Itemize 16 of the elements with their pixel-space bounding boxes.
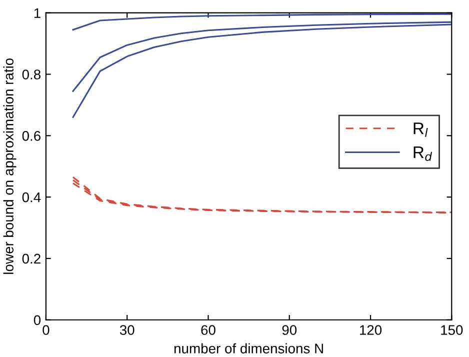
x-tick-label: 120 — [360, 325, 382, 335]
y-tick-label: 0.4 — [22, 192, 41, 202]
y-tick-label: 0 — [34, 315, 41, 326]
x-tick-label: 0 — [42, 325, 50, 335]
x-axis-title: number of dimensions N — [174, 343, 323, 354]
y-axis-title: lower bound on approximation ratio — [3, 58, 16, 274]
y-tick-label: 0.8 — [22, 70, 40, 80]
x-tick-label: 90 — [282, 325, 297, 335]
x-tick-label: 30 — [120, 325, 134, 335]
x-tick-label: 150 — [441, 325, 463, 335]
y-tick-label: 0.2 — [22, 254, 40, 264]
legend-label: R$_{d}$ — [414, 146, 432, 161]
legend-label: R$_{l}$ — [414, 122, 428, 137]
y-tick-label: 0.6 — [22, 130, 40, 141]
x-tick-label: 60 — [201, 325, 216, 335]
y-tick-label: 1 — [34, 8, 40, 18]
